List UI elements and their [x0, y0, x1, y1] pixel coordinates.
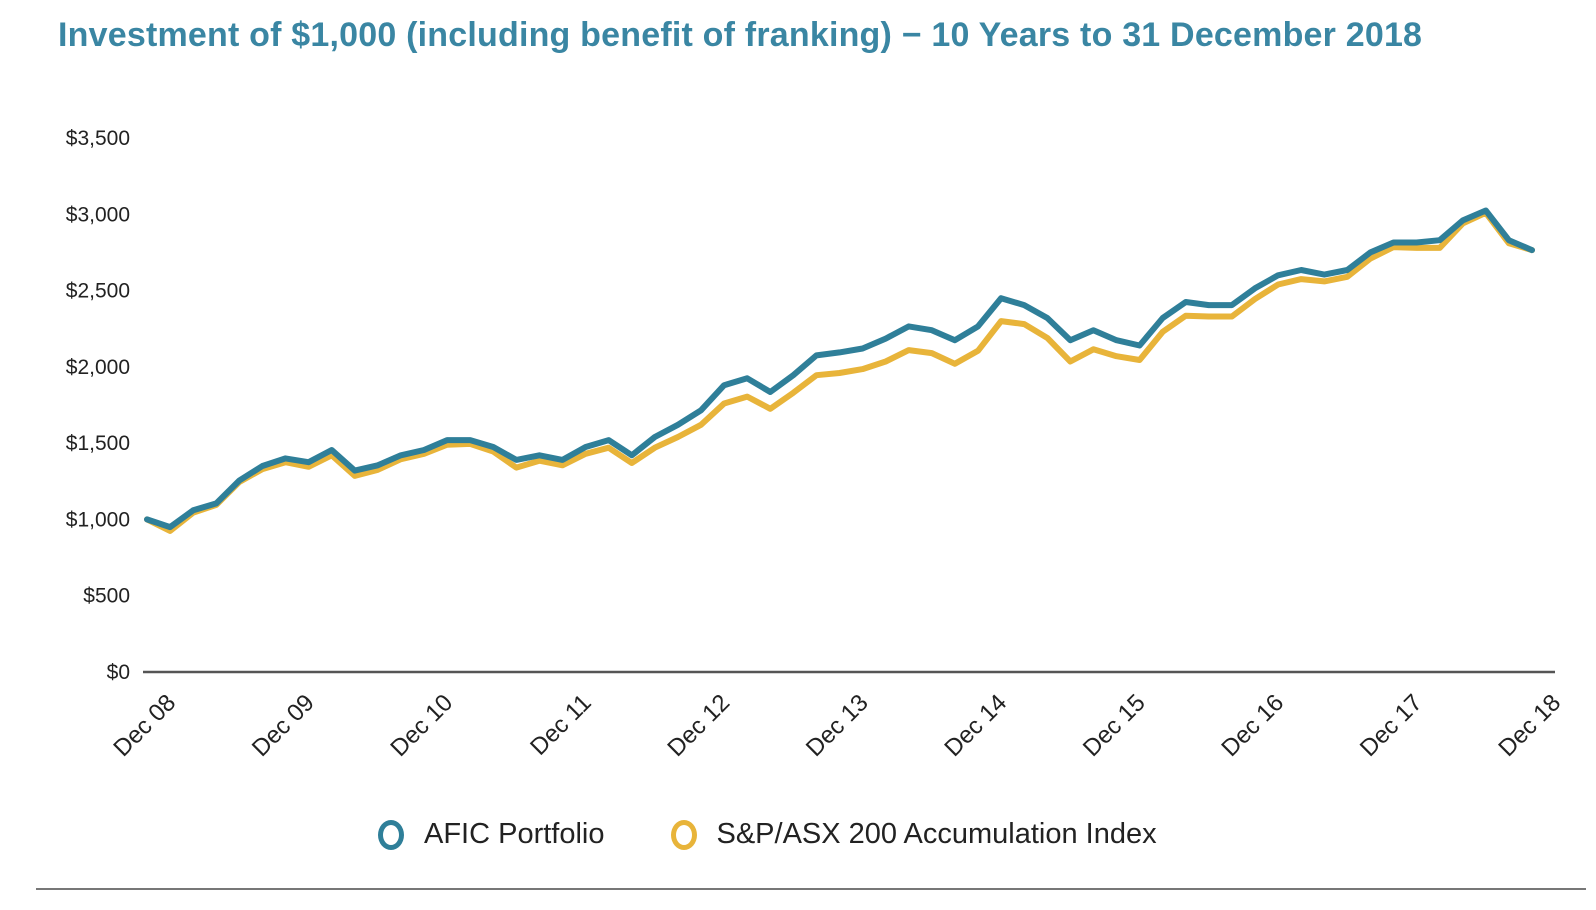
legend: AFIC Portfolio S&P/ASX 200 Accumulation …	[378, 818, 1223, 851]
series-line-asx200-index	[144, 209, 1535, 534]
legend-circle-icon	[670, 819, 697, 850]
legend-label: S&P/ASX 200 Accumulation Index	[716, 818, 1157, 850]
y-tick-label: $1,000	[66, 508, 130, 531]
y-tick-label: $3,500	[66, 127, 130, 150]
chart-title: Investment of $1,000 (including benefit …	[58, 16, 1423, 54]
x-tick-label: Dec 10	[385, 689, 458, 762]
x-tick-label: Dec 18	[1493, 689, 1566, 762]
series-layer	[144, 207, 1535, 534]
legend-label: AFIC Portfolio	[424, 818, 605, 850]
y-axis: $0 $500 $1,000 $1,500 $2,000 $2,500 $3,000 $3,5…	[66, 127, 130, 684]
x-tick-label: Dec 13	[801, 689, 874, 762]
y-tick-label: $2,000	[66, 356, 130, 379]
x-tick-label: Dec 12	[662, 689, 735, 762]
y-tick-label: $0	[107, 661, 130, 684]
legend-item-afic[interactable]: AFIC Portfolio	[378, 818, 605, 851]
x-tick-label: Dec 14	[939, 689, 1012, 762]
y-tick-label: $2,500	[66, 280, 130, 303]
y-tick-label: $3,000	[66, 203, 130, 226]
y-tick-label: $500	[83, 585, 130, 608]
x-tick-label: Dec 11	[525, 689, 597, 761]
x-tick-label: Dec 17	[1355, 689, 1428, 762]
x-tick-label: Dec 08	[108, 689, 181, 762]
y-tick-label: $1,500	[66, 432, 130, 455]
bottom-divider	[36, 888, 1586, 890]
legend-item-index[interactable]: S&P/ASX 200 Accumulation Index	[670, 818, 1157, 851]
x-axis: Dec 08 Dec 09 Dec 10 Dec 11 Dec 12 Dec 13 Dec …	[108, 689, 1566, 762]
x-tick-label: Dec 15	[1078, 689, 1151, 762]
series-line-afic-portfolio	[144, 207, 1535, 531]
x-tick-label: Dec 16	[1216, 689, 1289, 762]
legend-circle-icon	[378, 819, 404, 850]
x-tick-label: Dec 09	[247, 689, 320, 762]
